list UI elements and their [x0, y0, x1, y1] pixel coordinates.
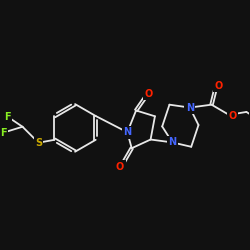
Text: N: N	[186, 102, 194, 113]
Text: N: N	[168, 138, 176, 147]
Text: O: O	[228, 111, 236, 121]
Text: N: N	[123, 127, 132, 137]
Text: O: O	[116, 162, 124, 172]
Text: F: F	[0, 128, 7, 138]
Text: O: O	[215, 81, 223, 91]
Text: S: S	[35, 138, 42, 148]
Text: O: O	[144, 89, 152, 99]
Text: F: F	[4, 112, 11, 122]
